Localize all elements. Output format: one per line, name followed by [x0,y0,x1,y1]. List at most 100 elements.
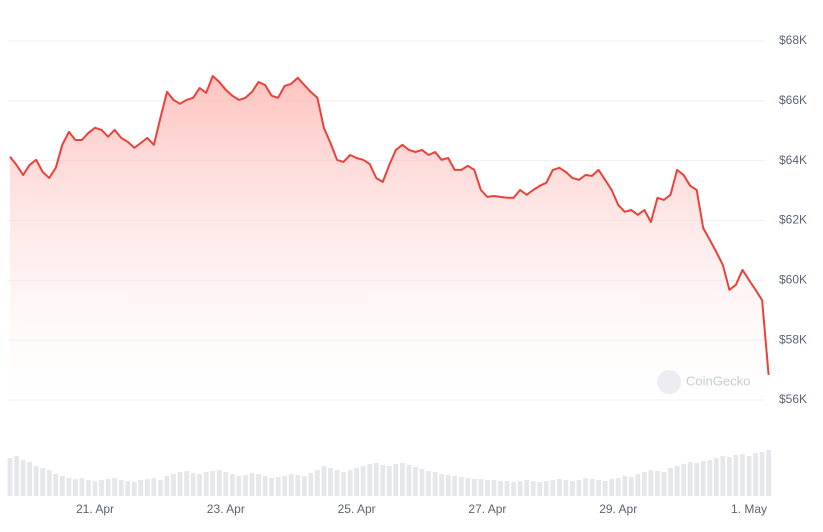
volume-bar [583,478,588,496]
volume-bar [406,465,412,496]
area [10,76,769,406]
x-tick-label: 27. Apr [468,502,506,516]
x-tick-label: 29. Apr [599,502,637,516]
y-tick-label: $58K [779,332,807,346]
y-tick-label: $60K [779,273,807,287]
volume-bar [445,475,451,496]
watermark-logo [657,370,681,394]
volume-bar [386,466,392,496]
y-tick-label: $56K [779,392,807,406]
volume-bar [92,481,98,496]
x-tick-label: 21. Apr [76,502,114,516]
volume-bar [40,468,46,496]
volume-bar [341,472,346,496]
volume-bar [432,472,438,496]
volume-bar [216,470,222,496]
x-tick-label: 1. May [731,502,767,516]
y-tick-label: $68K [779,33,807,47]
volume-bar [66,478,72,496]
volume-bar [485,480,490,496]
volume-bar [511,482,516,496]
volume-bar [766,450,772,496]
volume-bar [262,476,268,496]
volume-bar [144,479,150,496]
volume-bar [491,480,497,496]
volume-bar [419,469,425,496]
volume-bar [713,458,719,496]
volume-bar [720,456,726,496]
volume-bar [177,472,183,496]
volume-bar [530,481,536,496]
volume-bar [393,464,399,496]
volume-bar [367,464,373,496]
volume-bar [471,479,477,496]
volume-bar [413,467,418,496]
volume-bar [223,472,229,496]
volume-bar [452,476,458,496]
x-tick-label: 25. Apr [338,502,376,516]
volume-bar [59,476,65,496]
volume-bar [655,471,660,496]
volume-bar [203,472,209,496]
volume-bar [746,456,752,496]
volume-bar [314,470,320,496]
volume-bar [628,477,634,496]
volume-bar [151,478,157,496]
volume-bar [426,471,431,496]
volume-bar [131,482,137,496]
volume-bar [295,475,301,496]
volume-bar [354,468,360,496]
volume-bar [400,463,405,496]
volume-bar [197,474,203,496]
volume-bar [524,480,530,496]
volume-bar [550,480,556,496]
volume-bar [275,477,281,496]
volume-bar [733,455,739,496]
volume-bar [158,480,163,496]
volume-bar [596,480,601,496]
volume-bar [210,471,216,496]
volume-bar [439,474,445,496]
volume-bar [576,480,582,496]
volume-bar [328,468,333,496]
volume-bar [236,476,242,496]
volume-bar [73,479,78,496]
volume-bar [635,474,641,496]
volume-bar [269,478,274,496]
volume-bar [700,461,706,496]
volume-bar [288,474,294,496]
volume-bar [622,476,628,496]
volume-bar [138,480,144,496]
volume-bar [46,470,52,496]
volume-bar [615,478,621,496]
volume-bar [563,480,569,496]
volume-bar [243,475,248,496]
volume-bar [373,463,379,496]
volume-bar [380,465,386,496]
volume-bar [125,481,131,496]
watermark: CoinGecko [686,373,750,388]
volume-bar [171,474,176,496]
volume-bar [570,481,575,496]
y-tick-label: $66K [779,93,807,107]
volume-bar [184,471,189,496]
y-tick-label: $64K [779,153,807,167]
volume-bar [33,466,39,496]
volume-bar [609,479,615,496]
volume-bar [229,474,235,496]
volume-bar [602,481,608,496]
volume-bar [707,460,713,496]
volume-bar [478,479,484,496]
volume-bar [334,470,340,496]
volume-bar [256,474,261,496]
volume-bar [79,478,85,496]
volume-bar [740,454,745,496]
volume-bar [190,473,196,496]
volume-bar [694,463,700,496]
volume-bar [249,473,255,496]
price-line [9,75,770,375]
volume-bar [727,457,732,496]
volume-bar [465,478,471,496]
volume-bar [27,462,33,496]
